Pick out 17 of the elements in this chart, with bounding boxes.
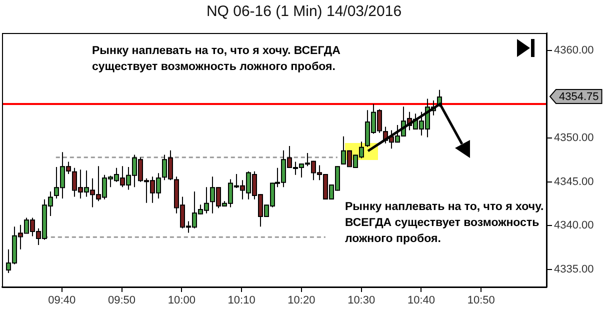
annotation: Рынку наплевать на то, что я хочу. ВСЕГДА существует возможность ложного пробоя.	[345, 200, 545, 247]
y-tick-label: 4335.00	[554, 264, 594, 276]
x-tick-label: 09:40	[48, 294, 76, 307]
y-tick-label: 4340.00	[554, 220, 594, 232]
x-tick-label: 10:00	[168, 294, 196, 307]
x-tick-label: 10:20	[288, 294, 316, 307]
x-tick-label: 10:30	[348, 294, 376, 307]
x-tick-label: 10:10	[228, 294, 256, 307]
y-tick-label: 4360.00	[554, 44, 594, 57]
chart-title: NQ 06-16 (1 Min) 14/03/2016	[205, 3, 403, 20]
y-tick-label: 4345.00	[554, 176, 594, 188]
x-tick-label: 10:40	[407, 294, 435, 307]
x-tick-label: 09:50	[108, 294, 136, 307]
annotation: Рынку наплевать на то, что я хочу. ВСЕГДА существует возможность ложного пробоя.	[92, 44, 342, 75]
x-tick-label: 10:50	[467, 294, 495, 307]
text: 4354.75	[559, 91, 599, 104]
y-tick-label: 4350.00	[554, 132, 594, 144]
